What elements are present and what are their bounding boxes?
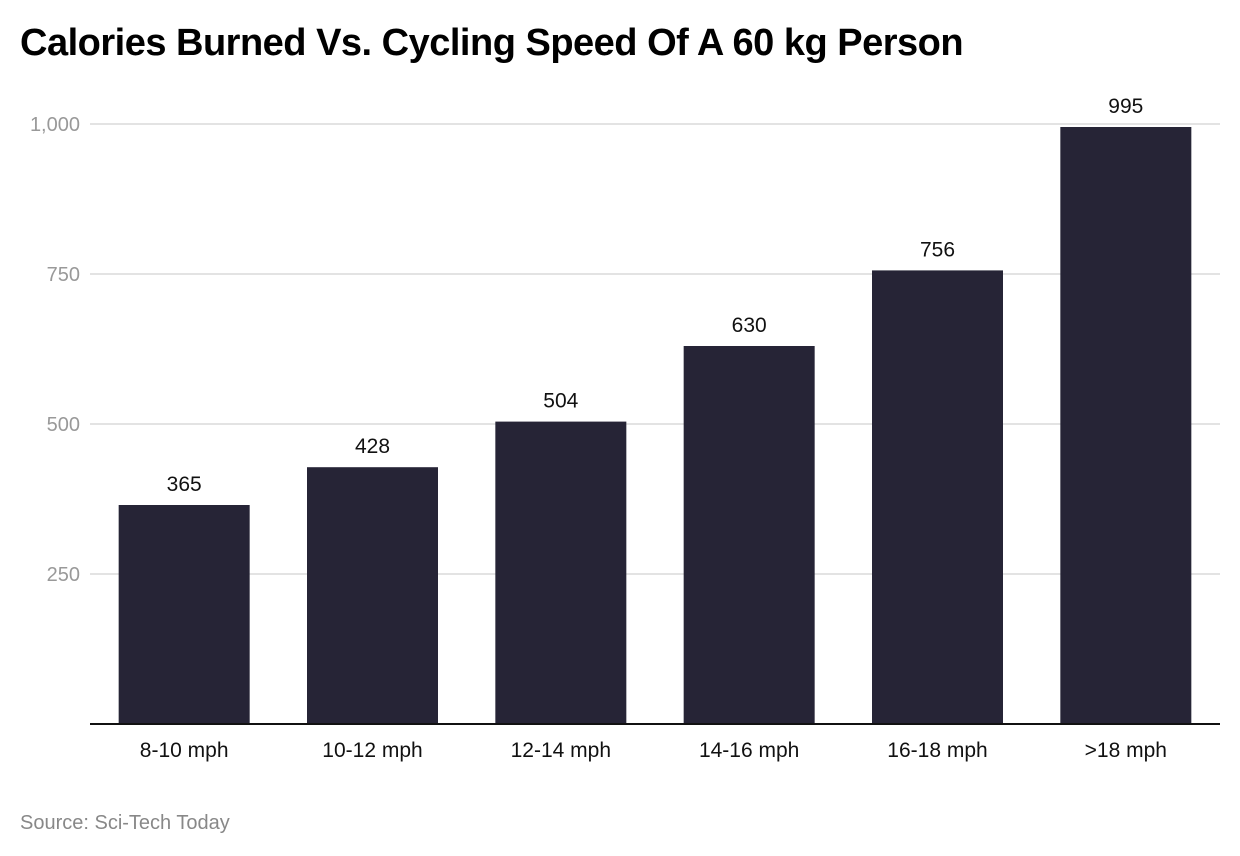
bar <box>495 421 627 724</box>
bar <box>307 467 438 724</box>
chart-title: Calories Burned Vs. Cycling Speed Of A 6… <box>20 22 964 64</box>
x-tick-label: 14-16 mph <box>699 739 799 762</box>
y-tick-label: 250 <box>47 564 80 586</box>
y-tick-label: 500 <box>47 414 80 436</box>
x-tick-label: 12-14 mph <box>511 739 611 762</box>
x-tick-label: 8-10 mph <box>140 739 229 762</box>
data-label: 756 <box>920 238 955 261</box>
data-label: 630 <box>732 314 767 337</box>
data-label: 428 <box>355 435 390 458</box>
x-tick-label: >18 mph <box>1085 739 1167 762</box>
bar <box>683 346 815 724</box>
bar <box>872 270 1003 724</box>
data-label: 995 <box>1108 95 1143 118</box>
bar <box>1060 127 1192 724</box>
y-tick-label: 750 <box>47 264 80 286</box>
source-note: Source: Sci-Tech Today <box>20 812 230 834</box>
data-label: 504 <box>543 390 578 413</box>
x-tick-label: 10-12 mph <box>322 739 422 762</box>
y-tick-label: 1,000 <box>30 114 80 136</box>
bar <box>118 505 250 724</box>
data-label: 365 <box>167 473 202 496</box>
x-tick-label: 16-18 mph <box>887 739 987 762</box>
